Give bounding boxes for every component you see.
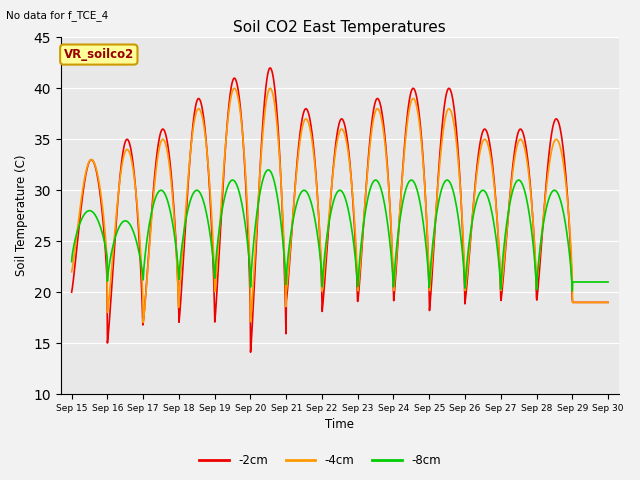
-2cm — [248, 339, 255, 345]
Line: -8cm: -8cm — [72, 170, 608, 291]
-4cm — [494, 225, 502, 230]
-2cm — [187, 144, 195, 149]
-4cm — [175, 293, 182, 299]
-2cm — [266, 65, 274, 71]
Text: No data for f_TCE_4: No data for f_TCE_4 — [6, 10, 109, 21]
Line: -2cm: -2cm — [72, 68, 608, 352]
-4cm — [424, 236, 431, 242]
X-axis label: Time: Time — [325, 419, 355, 432]
Legend: -2cm, -4cm, -8cm: -2cm, -4cm, -8cm — [195, 449, 445, 472]
-2cm — [247, 349, 255, 355]
-4cm — [604, 300, 612, 305]
-2cm — [174, 281, 182, 287]
-2cm — [494, 226, 502, 232]
-2cm — [68, 289, 76, 295]
-8cm — [493, 246, 501, 252]
-8cm — [604, 279, 612, 285]
-4cm — [541, 197, 549, 203]
-8cm — [541, 214, 548, 219]
-4cm — [68, 269, 76, 275]
-4cm — [248, 311, 255, 316]
Title: Soil CO2 East Temperatures: Soil CO2 East Temperatures — [234, 20, 446, 35]
Text: VR_soilco2: VR_soilco2 — [64, 48, 134, 61]
-8cm — [568, 288, 576, 294]
-8cm — [68, 259, 76, 264]
-4cm — [140, 320, 147, 325]
-8cm — [247, 276, 255, 281]
-2cm — [541, 194, 549, 200]
-4cm — [266, 85, 274, 91]
Line: -4cm: -4cm — [72, 88, 608, 323]
-8cm — [264, 167, 272, 173]
-8cm — [187, 196, 195, 202]
-2cm — [604, 300, 612, 305]
-8cm — [174, 262, 182, 268]
-2cm — [424, 241, 431, 247]
Y-axis label: Soil Temperature (C): Soil Temperature (C) — [15, 155, 28, 276]
-4cm — [188, 142, 195, 147]
-8cm — [424, 256, 431, 262]
